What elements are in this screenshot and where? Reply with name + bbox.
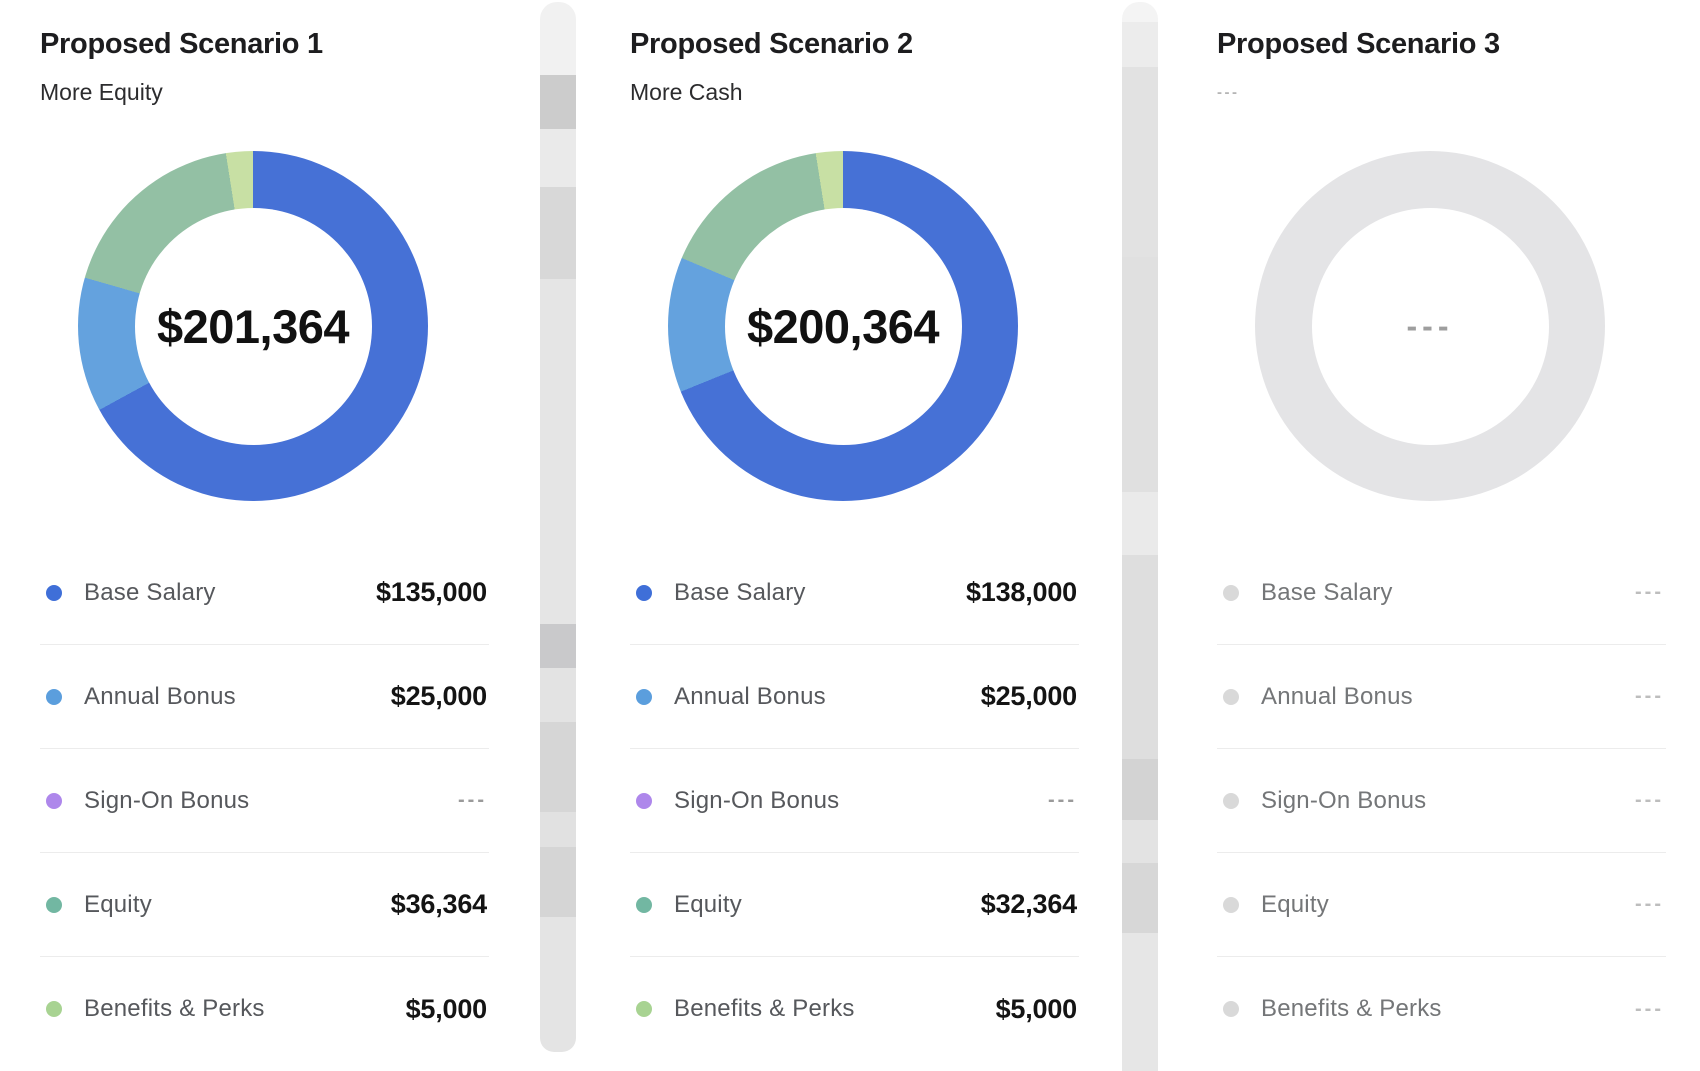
benefits-perks-dot-icon — [1223, 1001, 1239, 1017]
row-label: Benefits & Perks — [1261, 995, 1442, 1022]
compensation-legend: Base Salary --- Annual Bonus --- Sign-On… — [1217, 541, 1666, 1061]
legend-row-sign-on-bonus: Sign-On Bonus --- — [630, 749, 1079, 853]
row-value: --- — [458, 789, 487, 811]
row-value: --- — [1635, 789, 1664, 811]
row-label: Equity — [84, 890, 152, 918]
donut-hole: $201,364 — [134, 207, 372, 445]
sign-on-bonus-dot-icon — [1223, 792, 1239, 809]
scenario-card-1[interactable]: Proposed Scenario 1 More Equity $201,364… — [33, 0, 505, 1071]
donut-center-value: --- — [1406, 307, 1454, 344]
card-subtitle: More Equity — [40, 79, 163, 105]
benefits-perks-dot-icon — [46, 1001, 62, 1017]
scenario-card-3[interactable]: Proposed Scenario 3 --- --- Base Salary … — [1210, 0, 1682, 1071]
legend-row-base-salary: Base Salary --- — [1217, 541, 1666, 645]
row-value: --- — [1635, 893, 1664, 915]
row-label: Annual Bonus — [84, 682, 236, 710]
legend-row-annual-bonus: Annual Bonus --- — [1217, 645, 1666, 749]
equity-dot-icon — [46, 896, 62, 913]
row-value: --- — [1635, 997, 1664, 1020]
annual-bonus-dot-icon — [636, 688, 652, 705]
donut-chart: $200,364 — [668, 151, 1018, 501]
row-value: $5,000 — [405, 993, 488, 1024]
annual-bonus-dot-icon — [1223, 688, 1239, 705]
legend-row-equity: Equity --- — [1217, 853, 1666, 957]
scenario-card-2[interactable]: Proposed Scenario 2 More Cash $200,364 B… — [623, 0, 1095, 1071]
row-label: Annual Bonus — [674, 682, 826, 710]
legend-row-base-salary: Base Salary $138,000 — [630, 541, 1079, 645]
row-label: Benefits & Perks — [674, 995, 855, 1022]
card-title: Proposed Scenario 2 — [630, 28, 913, 60]
row-value: $25,000 — [980, 681, 1077, 711]
row-label: Sign-On Bonus — [674, 786, 840, 814]
row-label: Benefits & Perks — [84, 995, 265, 1022]
legend-row-sign-on-bonus: Sign-On Bonus --- — [40, 749, 489, 853]
donut-hole: $200,364 — [724, 207, 962, 445]
row-value: $36,364 — [390, 889, 487, 919]
card-subtitle: More Cash — [630, 79, 743, 105]
row-label: Annual Bonus — [1261, 682, 1413, 710]
card-title: Proposed Scenario 3 — [1217, 28, 1500, 60]
row-value: --- — [1635, 685, 1664, 707]
equity-dot-icon — [636, 896, 652, 913]
legend-row-base-salary: Base Salary $135,000 — [40, 541, 489, 645]
sign-on-bonus-dot-icon — [46, 792, 62, 809]
base-salary-dot-icon — [636, 584, 652, 601]
row-label: Base Salary — [1261, 578, 1393, 606]
annual-bonus-dot-icon — [46, 688, 62, 705]
row-label: Base Salary — [84, 578, 216, 606]
row-value: --- — [1635, 581, 1664, 603]
legend-row-sign-on-bonus: Sign-On Bonus --- — [1217, 749, 1666, 853]
donut-chart: $201,364 — [78, 151, 428, 501]
donut-center-value: $201,364 — [156, 299, 350, 353]
row-label: Equity — [1261, 890, 1329, 918]
legend-row-benefits-perks: Benefits & Perks --- — [1217, 957, 1666, 1061]
donut-center-value: $200,364 — [746, 299, 940, 353]
row-label: Base Salary — [674, 578, 806, 606]
scroll-skeleton-strip — [1122, 2, 1158, 1071]
legend-row-annual-bonus: Annual Bonus $25,000 — [630, 645, 1079, 749]
base-salary-dot-icon — [1223, 584, 1239, 601]
legend-row-annual-bonus: Annual Bonus $25,000 — [40, 645, 489, 749]
equity-dot-icon — [1223, 896, 1239, 913]
row-value: $25,000 — [390, 681, 487, 711]
row-label: Sign-On Bonus — [1261, 786, 1427, 814]
compensation-legend: Base Salary $138,000 Annual Bonus $25,00… — [630, 541, 1079, 1061]
base-salary-dot-icon — [46, 584, 62, 601]
legend-row-benefits-perks: Benefits & Perks $5,000 — [40, 957, 489, 1061]
row-label: Sign-On Bonus — [84, 786, 250, 814]
row-value: $5,000 — [995, 993, 1078, 1024]
scroll-skeleton-strip — [540, 2, 576, 1052]
row-value: --- — [1048, 789, 1077, 811]
benefits-perks-dot-icon — [636, 1001, 652, 1017]
card-subtitle: --- — [1217, 84, 1240, 101]
row-label: Equity — [674, 890, 742, 918]
sign-on-bonus-dot-icon — [636, 792, 652, 809]
row-value: $32,364 — [980, 889, 1077, 919]
row-value: $135,000 — [375, 577, 487, 607]
donut-hole: --- — [1311, 207, 1549, 445]
card-title: Proposed Scenario 1 — [40, 28, 323, 60]
compensation-legend: Base Salary $135,000 Annual Bonus $25,00… — [40, 541, 489, 1061]
legend-row-benefits-perks: Benefits & Perks $5,000 — [630, 957, 1079, 1061]
row-value: $138,000 — [965, 577, 1077, 607]
legend-row-equity: Equity $36,364 — [40, 853, 489, 957]
donut-chart: --- — [1255, 151, 1605, 501]
legend-row-equity: Equity $32,364 — [630, 853, 1079, 957]
